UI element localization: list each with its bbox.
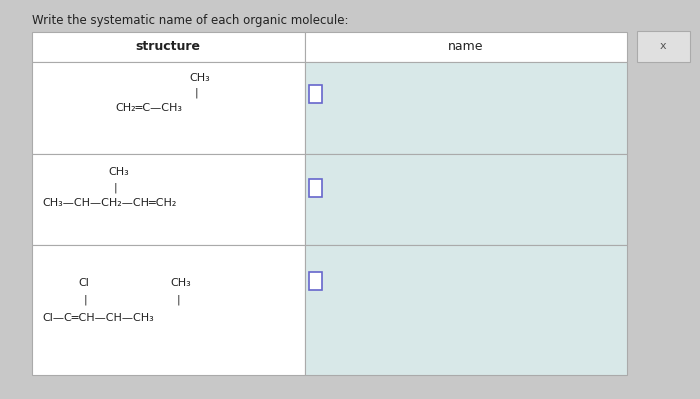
Text: Cl—C═CH—CH—CH₃: Cl—C═CH—CH—CH₃ bbox=[42, 313, 154, 323]
Text: Cl: Cl bbox=[78, 278, 90, 288]
Text: |: | bbox=[195, 87, 198, 98]
Bar bbox=[32, 62, 304, 154]
Text: Write the systematic name of each organic molecule:: Write the systematic name of each organi… bbox=[32, 14, 348, 27]
Bar bbox=[304, 32, 626, 62]
Bar bbox=[32, 154, 304, 245]
Bar bbox=[309, 273, 322, 290]
Bar bbox=[32, 32, 304, 62]
Bar bbox=[304, 154, 626, 245]
Bar bbox=[637, 31, 690, 62]
Text: CH₂═C—CH₃: CH₂═C—CH₃ bbox=[116, 103, 183, 113]
Text: name: name bbox=[448, 40, 483, 53]
Text: |: | bbox=[177, 295, 181, 306]
Text: CH₃—CH—CH₂—CH═CH₂: CH₃—CH—CH₂—CH═CH₂ bbox=[42, 198, 176, 209]
Text: |: | bbox=[114, 182, 118, 193]
Bar bbox=[304, 245, 626, 375]
Bar bbox=[32, 245, 304, 375]
Text: |: | bbox=[83, 295, 87, 306]
Text: CH₃: CH₃ bbox=[189, 73, 210, 83]
Bar bbox=[304, 62, 626, 154]
Text: x: x bbox=[660, 41, 666, 51]
Text: structure: structure bbox=[136, 40, 200, 53]
Text: CH₃: CH₃ bbox=[108, 166, 130, 177]
Bar bbox=[309, 178, 322, 196]
Bar bbox=[309, 85, 322, 103]
Text: CH₃: CH₃ bbox=[170, 278, 191, 288]
